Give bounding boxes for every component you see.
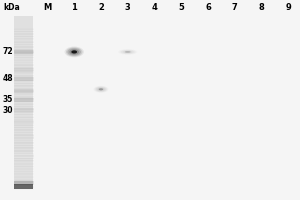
- FancyBboxPatch shape: [14, 135, 33, 139]
- FancyBboxPatch shape: [14, 89, 33, 93]
- FancyBboxPatch shape: [14, 98, 33, 102]
- Ellipse shape: [64, 47, 84, 57]
- Ellipse shape: [71, 50, 77, 54]
- Text: 72: 72: [3, 47, 13, 56]
- Text: 9: 9: [285, 3, 291, 12]
- FancyBboxPatch shape: [14, 154, 33, 158]
- Text: 30: 30: [3, 106, 13, 115]
- Ellipse shape: [68, 48, 81, 56]
- Text: 8: 8: [259, 3, 264, 12]
- FancyBboxPatch shape: [14, 108, 33, 112]
- Ellipse shape: [69, 49, 79, 55]
- Text: 4: 4: [152, 3, 158, 12]
- Bar: [14, 16, 33, 189]
- Ellipse shape: [123, 51, 133, 53]
- Ellipse shape: [96, 87, 106, 92]
- Text: M: M: [43, 3, 52, 12]
- Ellipse shape: [99, 88, 103, 90]
- FancyBboxPatch shape: [14, 181, 33, 185]
- Text: 5: 5: [178, 3, 184, 12]
- Text: 2: 2: [98, 3, 104, 12]
- FancyBboxPatch shape: [14, 120, 33, 124]
- Ellipse shape: [66, 47, 82, 57]
- Bar: [14, 184, 33, 189]
- Ellipse shape: [125, 51, 130, 53]
- FancyBboxPatch shape: [14, 77, 33, 81]
- Text: 7: 7: [232, 3, 238, 12]
- Text: 48: 48: [3, 74, 13, 83]
- Text: 1: 1: [71, 3, 77, 12]
- Ellipse shape: [94, 86, 107, 92]
- Ellipse shape: [97, 88, 105, 91]
- Ellipse shape: [121, 50, 134, 54]
- Text: kDa: kDa: [3, 3, 20, 12]
- FancyBboxPatch shape: [14, 68, 33, 72]
- FancyBboxPatch shape: [14, 50, 33, 54]
- Text: 3: 3: [125, 3, 130, 12]
- Text: 35: 35: [3, 95, 13, 104]
- Text: 6: 6: [205, 3, 211, 12]
